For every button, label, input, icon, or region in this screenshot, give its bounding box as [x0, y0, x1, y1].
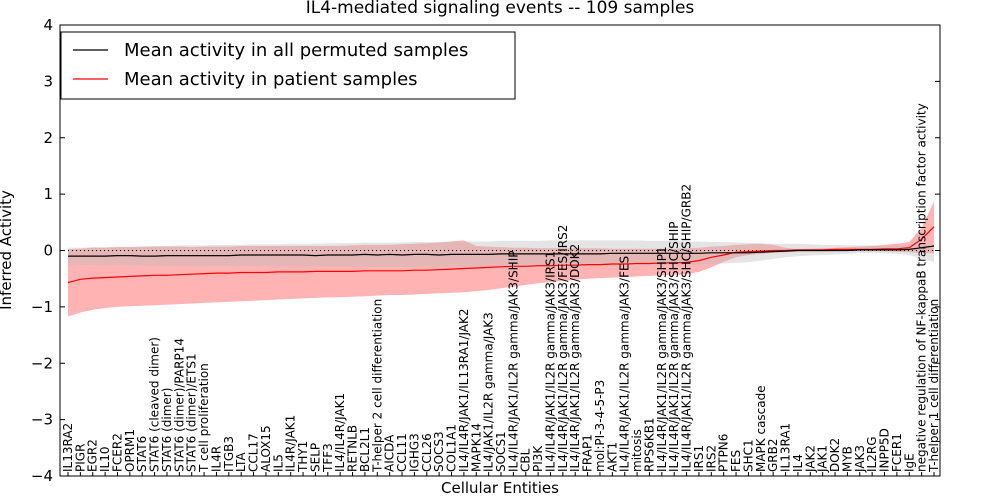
x-category-label: IRS1: [692, 445, 706, 472]
x-category-label: STAT6 (cleaved dimer): [148, 337, 162, 472]
y-tick-label: 3: [43, 72, 53, 90]
x-category-label: IL4R: [210, 446, 224, 472]
x-category-label: IL4/JAK1/IL2R gamma/JAK3: [482, 312, 496, 472]
x-category-label: STAT6 (dimer)/ETS1: [185, 353, 199, 472]
x-category-label: IL4/IL4R/JAK1/IL2R gamma/JAK3/IRS1: [544, 251, 558, 472]
y-axis: −4 −3 −2 −1 0 1 2 3 4: [31, 16, 940, 485]
x-category-label: RETNLB: [346, 425, 360, 472]
x-category-label: FCER1: [890, 433, 904, 472]
series-lines: [60, 226, 940, 284]
x-category-label: JAK1: [816, 445, 830, 473]
x-category-label: THY1: [296, 441, 310, 473]
x-category-label: MAPK14: [469, 423, 483, 472]
x-category-label: IL13RA1: [779, 423, 793, 472]
x-category-label: IL4/IL4R/JAK1/IL2R gamma/JAK3/FES/IRS2: [556, 225, 570, 472]
x-category-label: STAT6: [135, 436, 149, 472]
x-category-label: FES: [729, 450, 743, 472]
x-category-label: PI3K: [531, 445, 545, 472]
x-category-label: PTPN6: [717, 434, 731, 472]
permuted-mean-line: [68, 245, 935, 257]
x-category-label: FRAP1: [581, 434, 595, 472]
y-axis-title: Inferred Activity: [0, 190, 15, 310]
y-tick-label: 1: [43, 185, 53, 203]
x-category-label: IL4/IL4R/JAK1/IL2R gamma/JAK3/SHP1: [655, 246, 669, 472]
x-category-label: CCL26: [420, 433, 434, 472]
legend-label-permuted: Mean activity in all permuted samples: [124, 40, 468, 61]
x-category-label: mitosis: [630, 429, 644, 472]
x-category-label: T-helper 1 cell differentiation: [927, 299, 941, 473]
x-category-label: T cell proliferation: [197, 363, 211, 473]
legend-label-patient: Mean activity in patient samples: [124, 69, 418, 90]
x-category-label: IRS2: [704, 445, 718, 472]
x-category-label: JAK2: [803, 445, 817, 473]
x-category-label: IL4/IL4R/JAK1: [333, 393, 347, 472]
y-tick-label: −1: [31, 298, 53, 316]
x-category-label: AICDA: [383, 434, 397, 472]
x-category-label: SOCS1: [494, 431, 508, 472]
y-tick-label: 2: [43, 129, 53, 147]
x-category-label: TFF3: [321, 443, 335, 473]
x-axis-category-labels: IL13RA2PIGREGR2IL10FCER2OPRM1STAT6STAT6 …: [61, 103, 941, 476]
x-category-label: ITGB3: [222, 436, 236, 472]
x-category-label: CCL11: [395, 433, 409, 472]
x-category-label: FCER2: [111, 433, 125, 472]
y-tick-label: −2: [31, 354, 53, 372]
x-category-label: MYB: [840, 446, 854, 472]
x-category-label: IL4/IL4R/JAK1/IL2R gamma/JAK3/SHC/SHIP/G…: [680, 184, 694, 472]
x-category-label: IL5: [271, 454, 285, 472]
x-category-label: IL4/IL4R/JAK1/IL2R gamma/JAK3/FES: [618, 256, 632, 472]
x-category-label: IL4/IL4R/JAK1/IL2R gamma/JAK3/DOK2: [568, 244, 582, 472]
x-category-label: IL10: [98, 447, 112, 473]
x-category-label: RPS6KB1: [643, 417, 657, 472]
x-category-label: ALOX15: [259, 425, 273, 472]
y-tick-label: 4: [43, 16, 53, 34]
x-category-label: OPRM1: [123, 429, 137, 472]
x-category-label: T-helper 2 cell differentiation: [370, 299, 384, 473]
x-category-label: AKT1: [605, 442, 619, 472]
x-category-label: mol:PI-3-4-5-P3: [593, 380, 607, 472]
x-category-label: SELP: [308, 443, 322, 472]
x-axis-title: Cellular Entities: [441, 479, 559, 497]
chart-title: IL4-mediated signaling events -- 109 sam…: [306, 0, 695, 18]
patient-confidence-band: [68, 201, 934, 317]
x-category-label: GRB2: [766, 438, 780, 472]
x-category-label: IL4/IL4R/JAK1/IL2R gamma/JAK3/SHC/SHIP: [667, 221, 681, 472]
x-category-label: IL4: [791, 454, 805, 472]
x-category-label: IL4/IL4R/JAK1/IL2R gamma/JAK3/SHIP: [506, 251, 520, 472]
y-tick-label: 0: [43, 242, 53, 260]
x-category-label: IL2RG: [865, 437, 879, 473]
x-category-label: LTA: [234, 452, 248, 472]
x-category-label: DOK2: [828, 438, 842, 472]
x-category-label: CCL17: [247, 433, 261, 472]
x-category-label: PIGR: [73, 444, 87, 472]
x-category-label: CBL: [519, 448, 533, 472]
x-category-label: SHC1: [741, 439, 755, 472]
legend: Mean activity in all permuted samples Me…: [60, 31, 516, 100]
x-category-label: INPP5D: [878, 428, 892, 472]
x-category-label: IL13RA2: [61, 423, 75, 472]
x-category-label: EGR2: [86, 439, 100, 472]
x-category-label: negative regulation of NF-kappaB transcr…: [915, 103, 929, 472]
x-category-label: BCL2L1: [358, 427, 372, 472]
x-category-label: STAT6 (dimer): [160, 388, 174, 472]
x-category-label: IgE: [902, 453, 916, 472]
x-category-label: SOCS3: [432, 431, 446, 472]
x-category-label: MAPK cascade: [754, 385, 768, 472]
y-tick-label: −4: [31, 467, 53, 485]
x-category-label: IGHG3: [407, 433, 421, 472]
x-category-label: COL1A1: [445, 424, 459, 472]
x-category-label: IL4R/JAK1: [284, 415, 298, 472]
x-category-label: STAT6 (dimer)/PARP14: [172, 338, 186, 472]
legend-box: [60, 31, 516, 100]
confidence-bands: [68, 201, 934, 317]
y-tick-label: −3: [31, 411, 53, 429]
x-category-label: IL4/IL4R/JAK1/IL13RA1/JAK2: [457, 309, 471, 473]
x-category-label: JAK3: [853, 445, 867, 473]
